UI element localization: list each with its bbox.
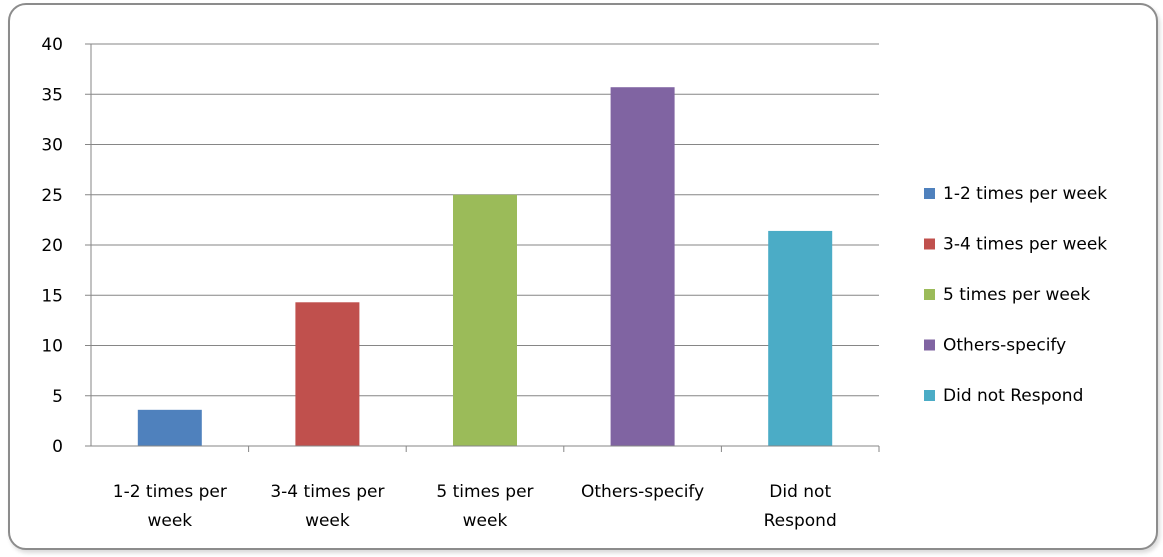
bar (453, 194, 517, 446)
legend-entry-label: Others-specify (943, 336, 1066, 356)
legend-swatch (924, 339, 935, 351)
bar (610, 87, 675, 446)
y-tick-label: 15 (41, 286, 63, 306)
legend-entry-label: 5 times per week (943, 285, 1090, 305)
axes (85, 43, 880, 452)
x-category-label: Did not (769, 482, 831, 502)
legend-swatch (924, 188, 935, 199)
x-category-label: Respond (764, 511, 837, 531)
legend-swatch (924, 238, 935, 250)
x-category-label: week (463, 511, 508, 531)
x-category-label: 5 times per (436, 482, 533, 502)
x-category-label: week (305, 511, 350, 531)
y-tick-label: 10 (41, 337, 63, 357)
legend-entry-label: 1-2 times per week (943, 184, 1107, 204)
y-tick-label: 40 (41, 35, 63, 55)
bars (137, 87, 833, 446)
y-tick-label: 30 (41, 136, 63, 156)
legend-entry-label: Did not Respond (943, 386, 1083, 406)
y-tick-label: 35 (41, 85, 63, 105)
y-tick-label: 0 (52, 437, 63, 457)
x-category-label: 3-4 times per (270, 482, 384, 502)
legend: 1-2 times per week 3-4 times per week 5 ti… (924, 184, 1107, 406)
legend-swatch (924, 390, 935, 401)
x-category-label: 1-2 times per (113, 482, 227, 502)
legend-swatch (924, 289, 935, 300)
x-category-label: Others-specify (581, 482, 704, 502)
x-category-label: week (147, 511, 192, 531)
x-axis-category-labels: 1-2 times per week 3-4 times per week 5 time… (113, 482, 837, 531)
bar (137, 409, 202, 446)
y-axis-tick-labels: 0 5 10 15 20 25 30 35 40 (41, 35, 63, 457)
legend-entry-label: 3-4 times per week (943, 235, 1107, 255)
y-tick-label: 5 (52, 387, 63, 407)
y-tick-label: 20 (41, 236, 63, 256)
y-tick-label: 25 (41, 186, 63, 206)
bar (295, 302, 360, 446)
bar (768, 230, 833, 446)
